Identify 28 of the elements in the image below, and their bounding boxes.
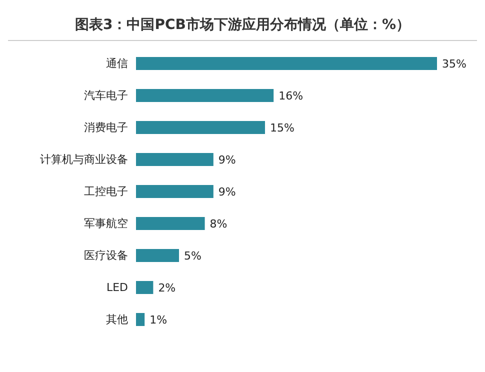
y-tick-label: 其他 (106, 312, 128, 326)
data-label: 9% (218, 153, 236, 166)
chart-title: 图表3：中国PCB市场下游应用分布情况（单位：%） (8, 8, 477, 41)
data-label: 8% (210, 217, 228, 230)
bar (136, 281, 154, 294)
data-label: 35% (442, 57, 466, 70)
bar (136, 185, 214, 198)
data-label: 9% (218, 185, 236, 198)
y-tick-label: 医疗设备 (84, 248, 128, 262)
data-label: 5% (184, 249, 202, 262)
bar (136, 313, 145, 326)
bar (136, 89, 274, 102)
y-tick-label: 军事航空 (84, 216, 128, 230)
data-label: 16% (278, 89, 304, 102)
y-tick-label: 汽车电子 (84, 88, 128, 102)
y-tick-label: LED (106, 280, 128, 294)
bar (136, 153, 214, 166)
y-tick-label: 通信 (106, 56, 128, 70)
y-tick-label: 工控电子 (84, 184, 128, 198)
data-label: 1% (150, 313, 168, 326)
data-label: 2% (158, 281, 176, 294)
bar (136, 57, 437, 70)
bar (136, 217, 205, 230)
bar (136, 121, 265, 134)
data-label: 15% (270, 121, 294, 134)
bar (136, 249, 179, 262)
y-tick-label: 计算机与商业设备 (40, 152, 128, 166)
y-tick-label: 消费电子 (84, 120, 128, 134)
